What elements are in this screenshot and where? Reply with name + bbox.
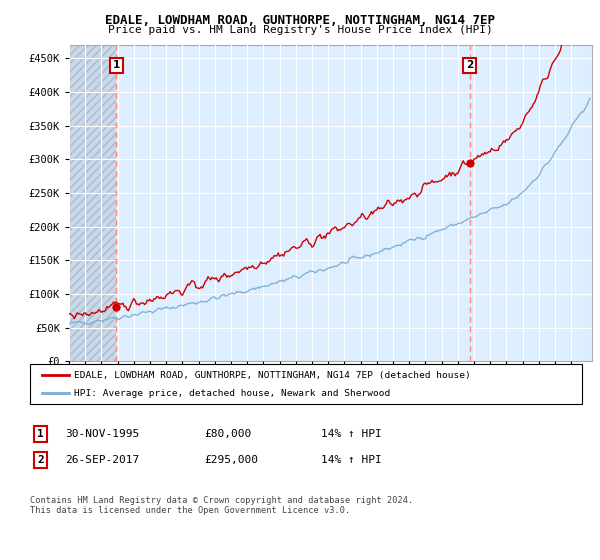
Bar (69, 45, 116, 361)
Text: EDALE, LOWDHAM ROAD, GUNTHORPE, NOTTINGHAM, NG14 7EP (detached house): EDALE, LOWDHAM ROAD, GUNTHORPE, NOTTINGH… (74, 371, 470, 380)
Text: 30-NOV-1995: 30-NOV-1995 (65, 429, 139, 439)
Text: Price paid vs. HM Land Registry's House Price Index (HPI): Price paid vs. HM Land Registry's House … (107, 25, 493, 35)
Text: 2: 2 (37, 455, 44, 465)
Text: 14% ↑ HPI: 14% ↑ HPI (321, 429, 382, 439)
Text: 2: 2 (466, 60, 473, 71)
Text: HPI: Average price, detached house, Newark and Sherwood: HPI: Average price, detached house, Newa… (74, 389, 390, 398)
Text: EDALE, LOWDHAM ROAD, GUNTHORPE, NOTTINGHAM, NG14 7EP: EDALE, LOWDHAM ROAD, GUNTHORPE, NOTTINGH… (105, 14, 495, 27)
Text: £295,000: £295,000 (204, 455, 258, 465)
Text: 14% ↑ HPI: 14% ↑ HPI (321, 455, 382, 465)
Text: Contains HM Land Registry data © Crown copyright and database right 2024.
This d: Contains HM Land Registry data © Crown c… (30, 496, 413, 515)
Text: 1: 1 (37, 429, 44, 439)
Text: £80,000: £80,000 (204, 429, 251, 439)
Text: 26-SEP-2017: 26-SEP-2017 (65, 455, 139, 465)
Text: 1: 1 (113, 60, 120, 71)
